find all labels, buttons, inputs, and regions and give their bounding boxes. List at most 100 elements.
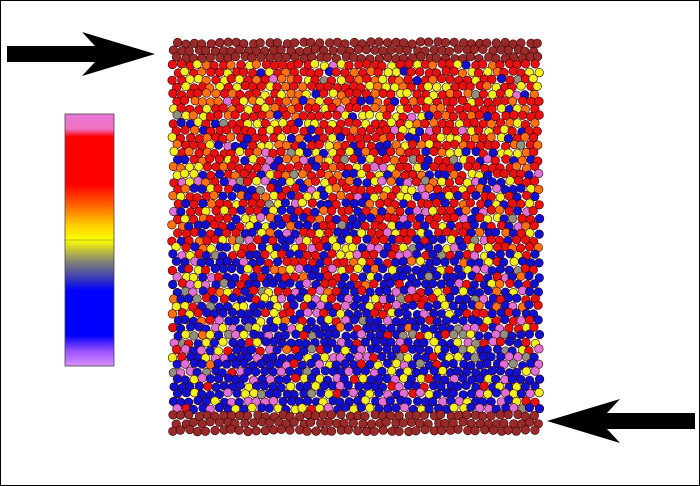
particle [180,125,190,135]
particle [222,125,232,135]
particle [315,329,325,339]
particle [373,184,383,194]
wall-particle [416,37,426,47]
particle [385,132,396,142]
particle [524,403,535,413]
particle [261,337,271,347]
particle [320,366,331,376]
particle [265,96,275,106]
particle [415,126,425,137]
particle [285,381,296,392]
particle [385,278,396,289]
particle [413,396,423,406]
particle [507,214,518,224]
particle [528,206,538,216]
particle [474,97,484,107]
particle [268,396,279,406]
particle [289,358,299,369]
wall-particle [348,418,359,428]
particle [475,403,485,413]
wall-particle [223,37,233,47]
particle [499,124,510,135]
particle [369,193,379,203]
particle [487,89,498,99]
particle [181,388,191,398]
particle [227,307,238,318]
particle [344,205,354,215]
particle [370,308,380,318]
particle [402,249,412,259]
particle [180,344,190,354]
particle [379,249,389,259]
particle [189,169,199,179]
particle [511,235,522,245]
particle [172,359,182,369]
particle [280,198,291,208]
particle [473,243,484,253]
particle [365,403,375,413]
particle [461,133,471,143]
particle [219,264,229,274]
particle [482,359,492,369]
particle [478,133,488,143]
particle [492,183,502,193]
particle [260,265,270,275]
wall-particle [436,409,446,420]
particle [257,389,267,400]
particle [203,381,213,391]
particle [319,205,329,215]
particle [491,227,501,237]
wall-particle [185,424,195,435]
particle [189,199,199,209]
particle [437,177,447,187]
particle [478,59,488,69]
wall-particle [495,410,505,420]
wall-particle [201,45,211,56]
particle [307,271,317,281]
particle [257,300,267,310]
particle [374,388,384,398]
particle [449,213,459,223]
wall-particle [281,52,291,63]
particle [214,403,224,413]
particle [360,395,371,405]
particle [386,176,396,186]
particle [487,308,497,319]
particle [310,207,320,217]
particle [465,198,476,208]
particle [319,190,329,201]
particle [340,359,350,369]
particle [277,219,287,230]
particle [524,286,535,297]
particle [197,228,207,238]
particle [173,228,183,238]
particle [518,96,528,106]
wall-particle [289,417,299,427]
particle [344,88,354,98]
particle [509,110,519,120]
particle [226,132,236,142]
particle [521,190,532,200]
particle [185,162,195,172]
wall-particle [175,410,185,420]
particle [285,177,295,187]
particle [298,183,308,193]
particle [509,257,519,267]
particle [205,154,215,164]
particle [352,220,362,230]
wall-particle [440,37,451,48]
particle [354,351,364,362]
particle [429,146,439,157]
particle [294,103,304,113]
wall-particle [226,424,236,434]
particle [504,293,514,303]
wall-particle [374,37,384,47]
particle [364,110,375,120]
particle [285,278,295,288]
particle [382,110,392,120]
wall-particle [530,425,540,435]
particle [478,294,489,304]
particle [407,285,417,295]
wall-particle [486,411,496,421]
